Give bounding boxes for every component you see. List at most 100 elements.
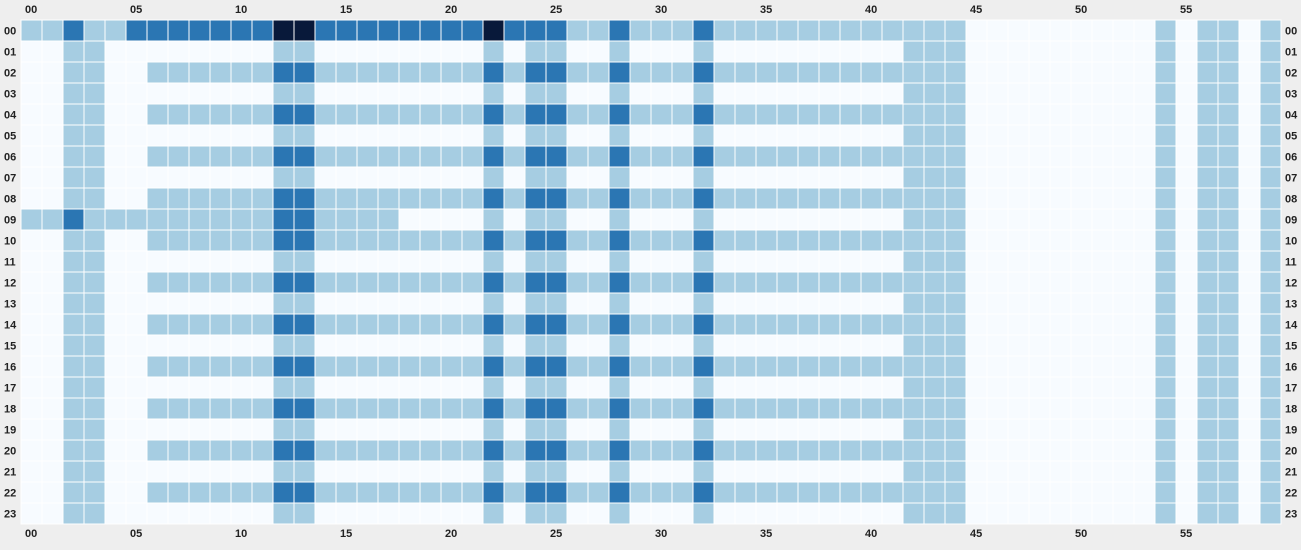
heatmap-cell-r19-c59 xyxy=(1259,418,1282,441)
heatmap-cell-r8-c32 xyxy=(692,187,715,210)
heatmap-cell-r13-c49 xyxy=(1049,292,1072,315)
heatmap-cell-r7-c21 xyxy=(461,166,484,189)
heatmap-cell-r6-c10 xyxy=(230,145,253,168)
heatmap-cell-r5-c16 xyxy=(356,124,379,147)
heatmap-cell-r5-c0 xyxy=(20,124,43,147)
heatmap-cell-r3-c13 xyxy=(293,82,316,105)
heatmap-cell-r15-c28 xyxy=(608,334,631,357)
heatmap-cell-r18-c45 xyxy=(965,397,988,420)
heatmap-cell-r20-c4 xyxy=(104,439,127,462)
heatmap-cell-r5-c41 xyxy=(881,124,904,147)
heatmap-cell-r18-c25 xyxy=(545,397,568,420)
heatmap-cell-r2-c47 xyxy=(1007,61,1030,84)
heatmap-cell-r6-c45 xyxy=(965,145,988,168)
heatmap-cell-r18-c34 xyxy=(734,397,757,420)
heatmap-cell-r4-c20 xyxy=(440,103,463,126)
heatmap-cell-r16-c17 xyxy=(377,355,400,378)
heatmap-cell-r16-c16 xyxy=(356,355,379,378)
heatmap-cell-r11-c44 xyxy=(944,250,967,273)
heatmap-cell-r7-c54 xyxy=(1154,166,1177,189)
heatmap-cell-r8-c52 xyxy=(1112,187,1135,210)
heatmap-cell-r10-c19 xyxy=(419,229,442,252)
heatmap-cell-r3-c56 xyxy=(1196,82,1219,105)
heatmap-cell-r18-c22 xyxy=(482,397,505,420)
heatmap-cell-r17-c2 xyxy=(62,376,85,399)
heatmap-cell-r2-c23 xyxy=(503,61,526,84)
heatmap-cell-r16-c14 xyxy=(314,355,337,378)
heatmap-cell-r6-c51 xyxy=(1091,145,1114,168)
heatmap-cell-r22-c5 xyxy=(125,481,148,504)
heatmap-cell-r14-c34 xyxy=(734,313,757,336)
heatmap-cell-r19-c29 xyxy=(629,418,652,441)
heatmap-cell-r0-c22 xyxy=(482,19,505,42)
heatmap-cell-r5-c29 xyxy=(629,124,652,147)
heatmap-cell-r9-c35 xyxy=(755,208,778,231)
heatmap-cell-r7-c16 xyxy=(356,166,379,189)
heatmap-cell-r1-c2 xyxy=(62,40,85,63)
heatmap-cell-r16-c8 xyxy=(188,355,211,378)
heatmap-cell-r11-c56 xyxy=(1196,250,1219,273)
heatmap-cell-r20-c30 xyxy=(650,439,673,462)
heatmap-cell-r21-c39 xyxy=(839,460,862,483)
heatmap-cell-r21-c48 xyxy=(1028,460,1051,483)
heatmap-cell-r9-c58 xyxy=(1238,208,1261,231)
heatmap-cell-r21-c4 xyxy=(104,460,127,483)
heatmap-cell-r1-c36 xyxy=(776,40,799,63)
heatmap-cell-r12-c56 xyxy=(1196,271,1219,294)
heatmap-cell-r0-c46 xyxy=(986,19,1009,42)
heatmap-cell-r2-c51 xyxy=(1091,61,1114,84)
heatmap-cell-r14-c18 xyxy=(398,313,421,336)
heatmap-cell-r5-c43 xyxy=(923,124,946,147)
heatmap-cell-r19-c2 xyxy=(62,418,85,441)
heatmap-cell-r12-c59 xyxy=(1259,271,1282,294)
heatmap-cell-r15-c57 xyxy=(1217,334,1240,357)
heatmap-cell-r20-c22 xyxy=(482,439,505,462)
heatmap-cell-r6-c49 xyxy=(1049,145,1072,168)
heatmap-cell-r22-c21 xyxy=(461,481,484,504)
heatmap-cell-r20-c1 xyxy=(41,439,64,462)
heatmap-cell-r15-c56 xyxy=(1196,334,1219,357)
heatmap-cell-r16-c42 xyxy=(902,355,925,378)
heatmap-cell-r9-c3 xyxy=(83,208,106,231)
heatmap-cell-r20-c31 xyxy=(671,439,694,462)
heatmap-cell-r14-c35 xyxy=(755,313,778,336)
heatmap-cell-r21-c13 xyxy=(293,460,316,483)
heatmap-cell-r2-c9 xyxy=(209,61,232,84)
heatmap-cell-r6-c18 xyxy=(398,145,421,168)
heatmap-cell-r1-c57 xyxy=(1217,40,1240,63)
heatmap-cell-r0-c7 xyxy=(167,19,190,42)
heatmap-cell-r21-c53 xyxy=(1133,460,1156,483)
heatmap-cell-r12-c37 xyxy=(797,271,820,294)
heatmap-cell-r1-c6 xyxy=(146,40,169,63)
heatmap-cell-r13-c58 xyxy=(1238,292,1261,315)
heatmap-cell-r1-c45 xyxy=(965,40,988,63)
heatmap-cell-r9-c56 xyxy=(1196,208,1219,231)
heatmap-cell-r17-c29 xyxy=(629,376,652,399)
heatmap-cell-r9-c34 xyxy=(734,208,757,231)
heatmap-cell-r12-c30 xyxy=(650,271,673,294)
heatmap-cell-r23-c44 xyxy=(944,502,967,525)
heatmap-cell-r2-c0 xyxy=(20,61,43,84)
heatmap-cell-r12-c47 xyxy=(1007,271,1030,294)
heatmap-cell-r14-c14 xyxy=(314,313,337,336)
heatmap-cell-r12-c25 xyxy=(545,271,568,294)
heatmap-cell-r11-c20 xyxy=(440,250,463,273)
heatmap-cell-r23-c45 xyxy=(965,502,988,525)
heatmap-cell-r18-c52 xyxy=(1112,397,1135,420)
heatmap-cell-r10-c7 xyxy=(167,229,190,252)
heatmap-cell-r6-c15 xyxy=(335,145,358,168)
heatmap-cell-r6-c26 xyxy=(566,145,589,168)
y-tick-left-02: 02 xyxy=(4,68,16,80)
heatmap-cell-r9-c41 xyxy=(881,208,904,231)
heatmap-cell-r0-c19 xyxy=(419,19,442,42)
heatmap-cell-r7-c46 xyxy=(986,166,1009,189)
heatmap-cell-r10-c34 xyxy=(734,229,757,252)
heatmap-cell-r20-c39 xyxy=(839,439,862,462)
heatmap-cell-r14-c21 xyxy=(461,313,484,336)
heatmap-cell-r5-c28 xyxy=(608,124,631,147)
heatmap-cell-r7-c5 xyxy=(125,166,148,189)
heatmap-cell-r13-c4 xyxy=(104,292,127,315)
heatmap-cell-r12-c13 xyxy=(293,271,316,294)
heatmap-cell-r19-c24 xyxy=(524,418,547,441)
heatmap-cell-r10-c33 xyxy=(713,229,736,252)
